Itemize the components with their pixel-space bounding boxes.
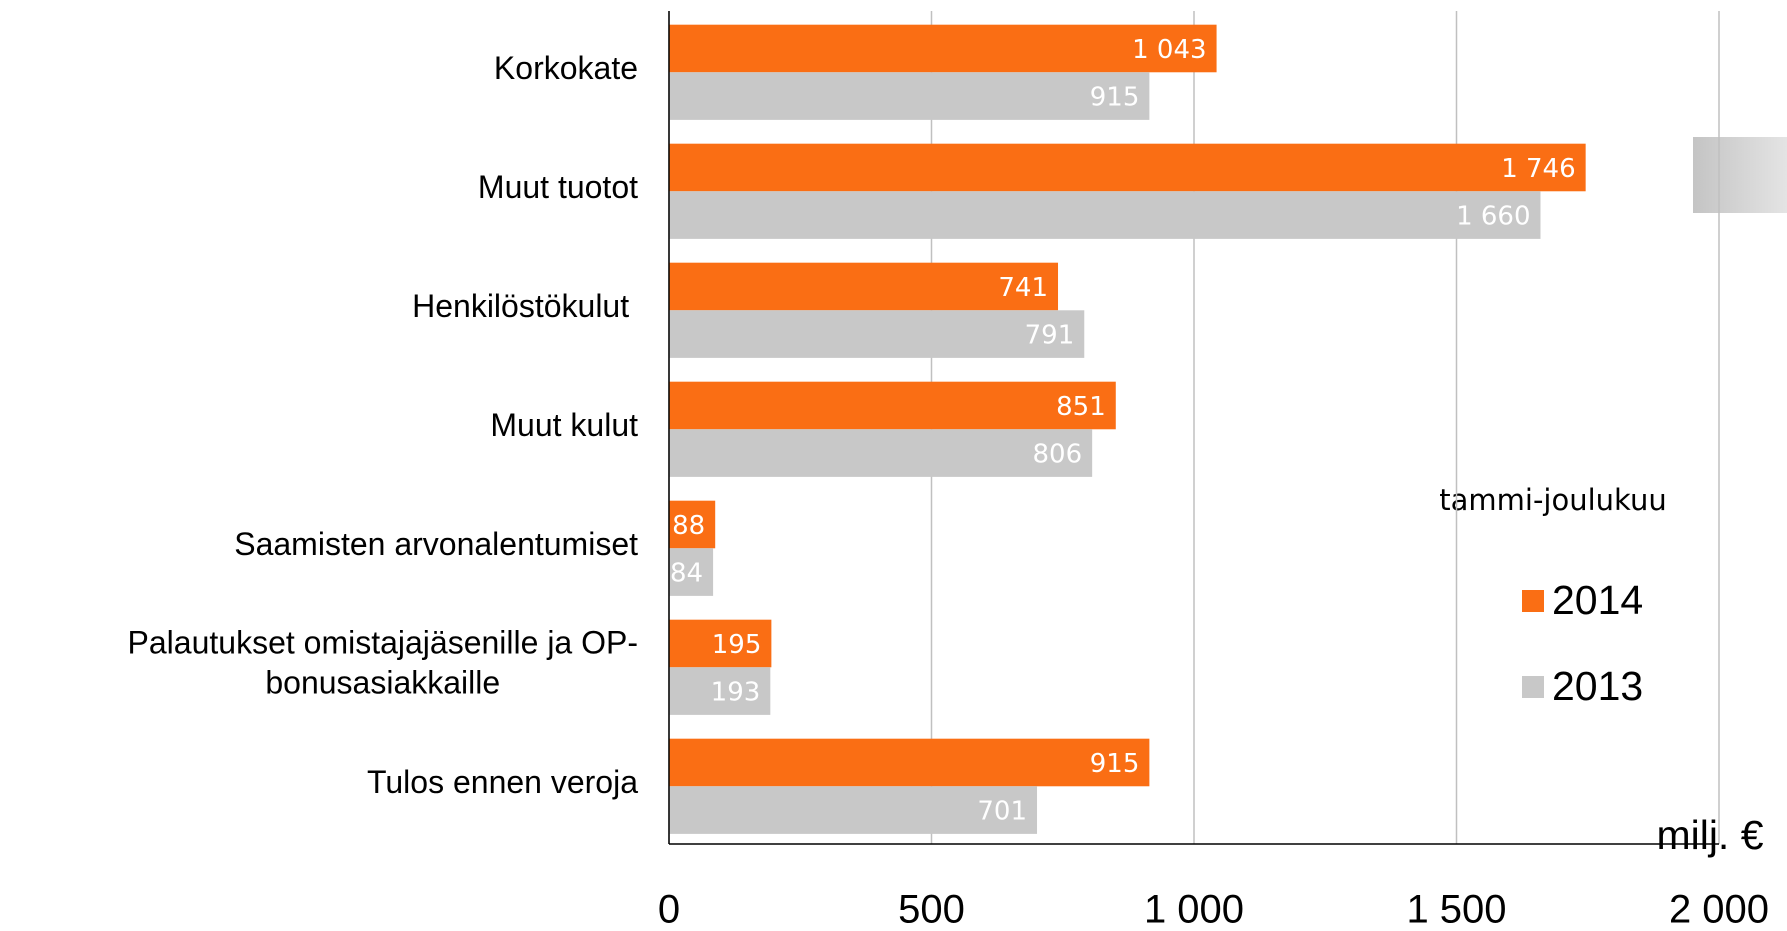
category-label-line: Palautukset omistajajäsenille ja OP- [128, 625, 638, 661]
bar [669, 143, 1586, 192]
x-tick-label: 1 500 [1406, 888, 1506, 931]
bar [669, 191, 1541, 239]
decoration [1693, 137, 1787, 213]
x-tick-label: 2 000 [1669, 888, 1769, 931]
bar [669, 24, 1217, 73]
bar [669, 72, 1150, 120]
bar [669, 548, 714, 596]
legend-swatch [1522, 590, 1544, 612]
category-label: Muut kulut [490, 407, 638, 443]
category-label: Muut tuotot [478, 169, 638, 205]
data-label: 851 [1056, 392, 1106, 422]
data-label: 193 [711, 678, 761, 708]
x-tick-label: 1 000 [1144, 888, 1244, 931]
data-label: 1 043 [1132, 35, 1206, 65]
data-label: 915 [1090, 749, 1140, 779]
legend-title: tammi-joulukuu [1439, 483, 1666, 517]
bar [669, 667, 771, 715]
bar [669, 381, 1116, 430]
bar [669, 738, 1150, 787]
category-label: Tulos ennen veroja [367, 764, 638, 800]
data-label: 806 [1033, 440, 1083, 470]
category-label-line: bonusasiakkaille [265, 665, 500, 701]
category-label: Henkilöstökulut [412, 288, 638, 324]
legend-label: 2014 [1552, 577, 1643, 623]
data-label: 915 [1090, 83, 1140, 113]
bar [669, 786, 1038, 834]
bar [669, 429, 1093, 477]
data-label: 1 746 [1501, 154, 1575, 184]
category-label: Saamisten arvonalentumiset [234, 526, 638, 562]
data-label: 195 [712, 630, 762, 660]
data-label: 84 [670, 559, 703, 589]
data-label: 741 [998, 273, 1048, 303]
unit-label: milj. € [1656, 812, 1763, 858]
bar [669, 500, 716, 549]
legend-label: 2013 [1552, 663, 1643, 709]
x-tick-label: 0 [658, 888, 680, 931]
data-label: 791 [1025, 321, 1075, 351]
bar [669, 310, 1085, 358]
data-label: 1 660 [1456, 202, 1530, 232]
category-label: Palautukset omistajajäsenille ja OP-bonu… [128, 625, 638, 701]
bar [669, 619, 772, 668]
x-tick-label: 500 [898, 888, 965, 931]
category-label: Korkokate [494, 50, 638, 86]
legend-swatch [1522, 676, 1544, 698]
bar [669, 262, 1059, 311]
data-label: 88 [672, 511, 705, 541]
data-label: 701 [977, 797, 1027, 827]
